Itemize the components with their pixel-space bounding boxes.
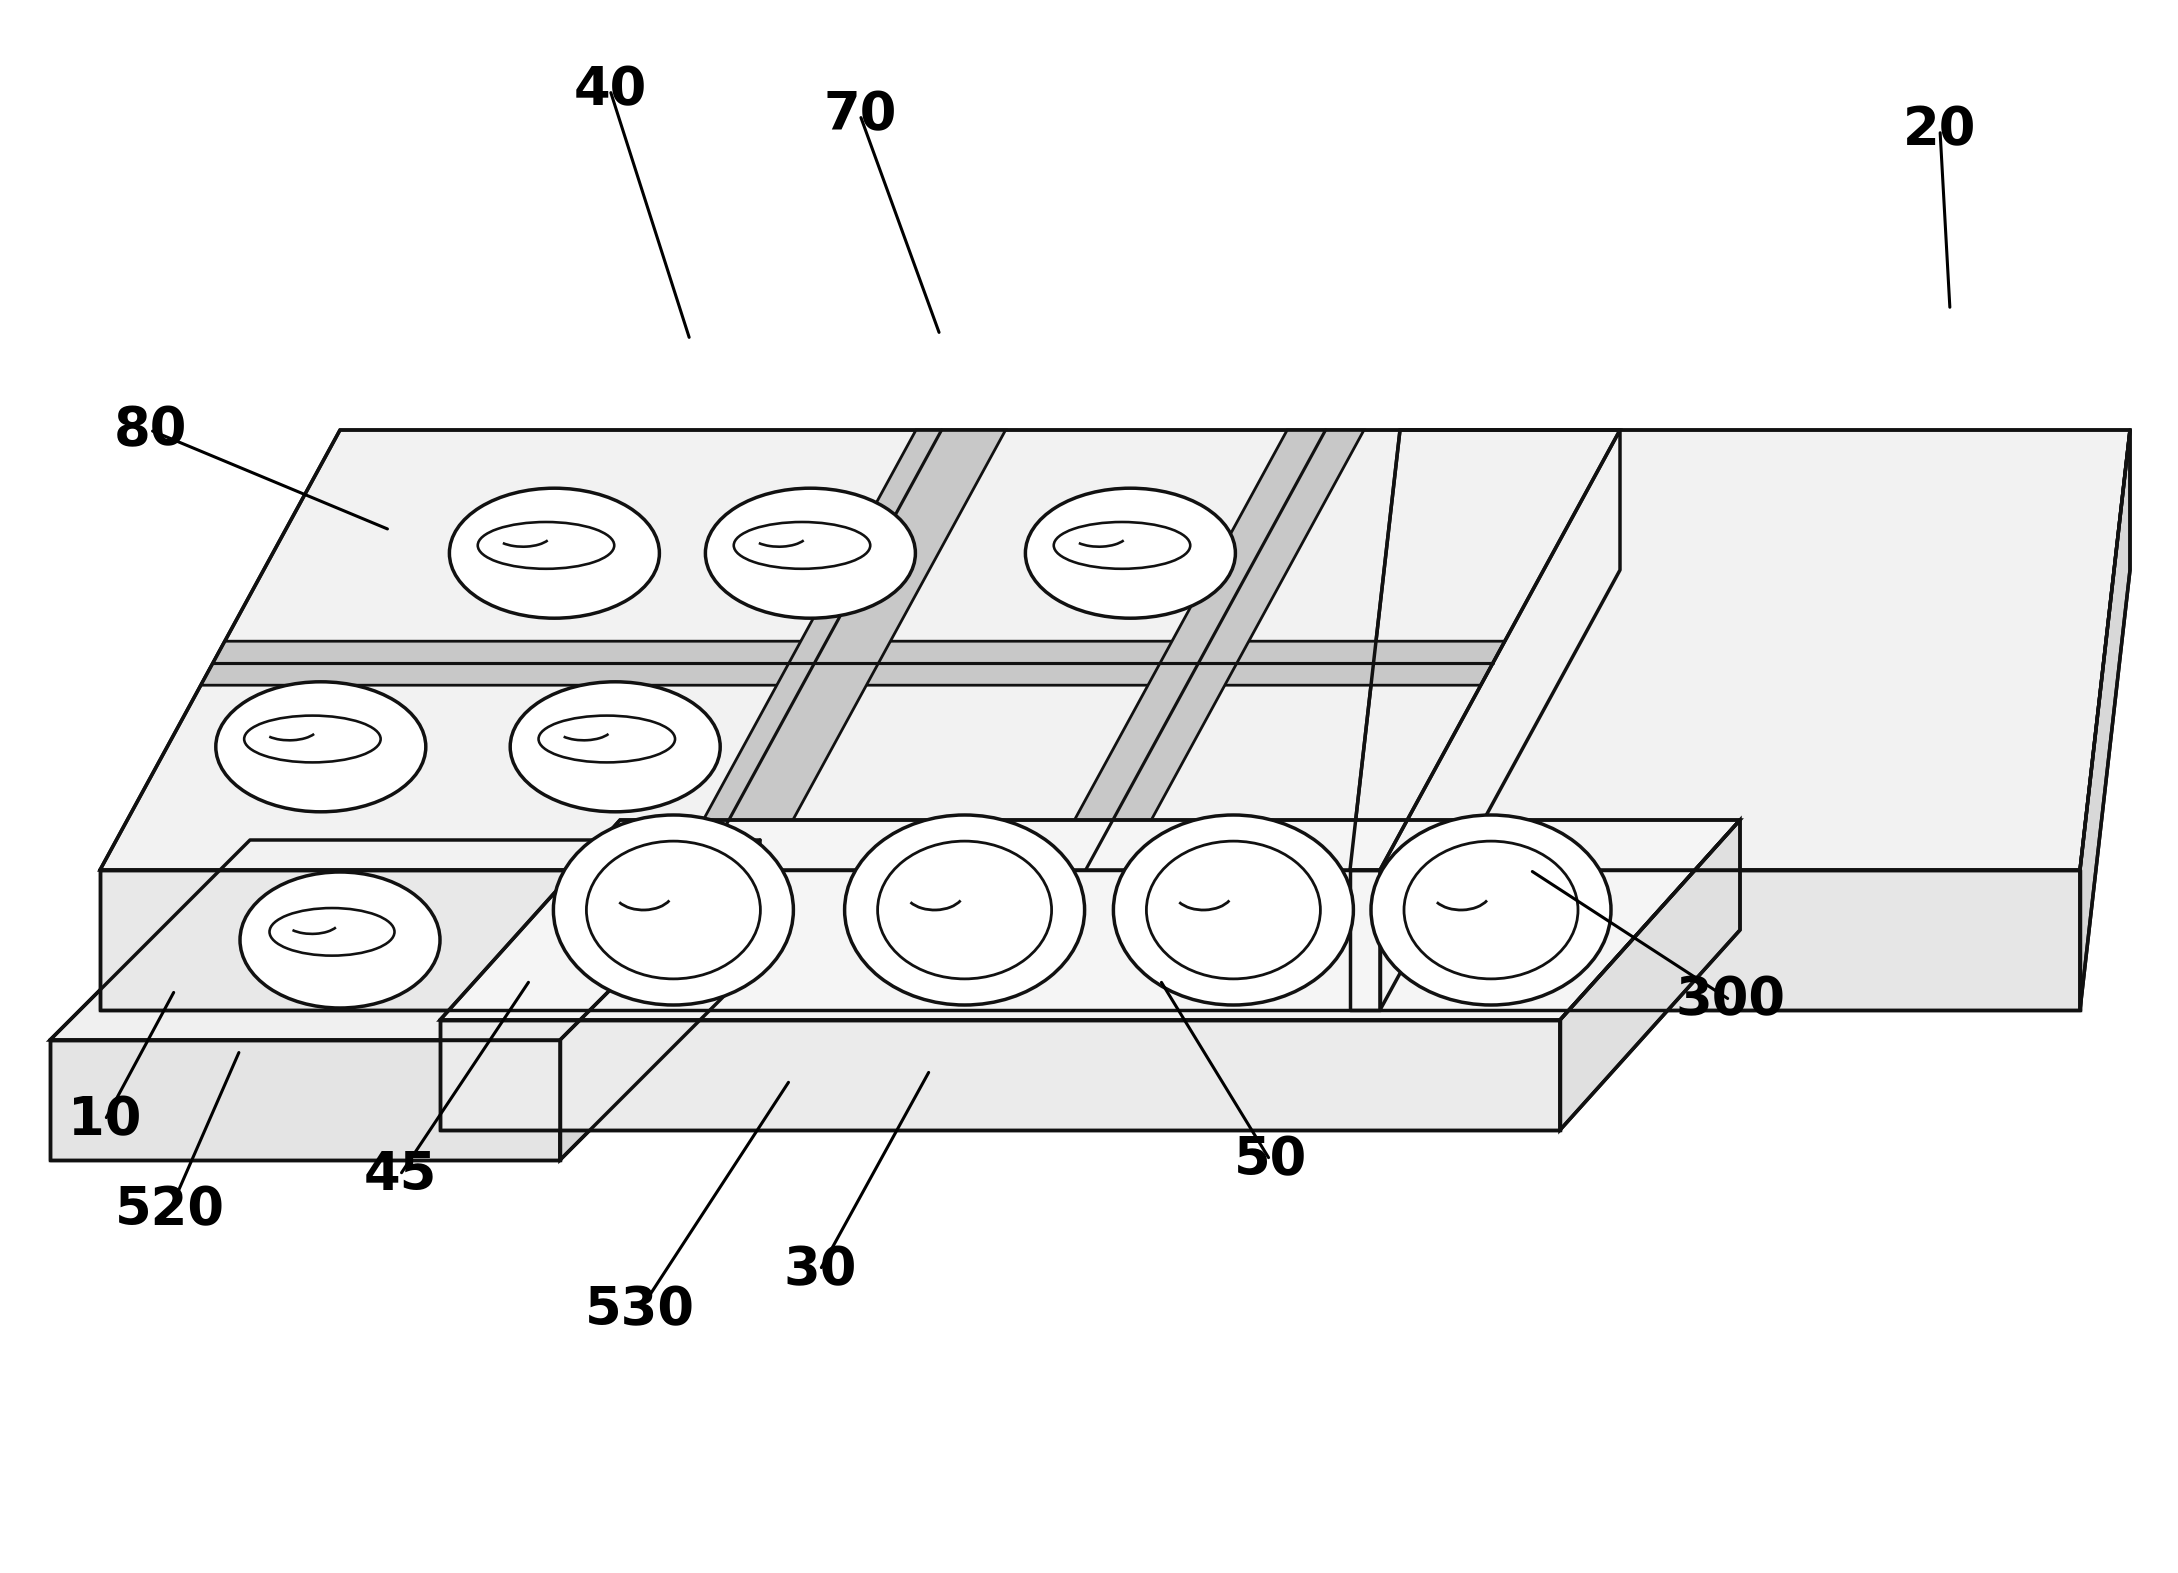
Ellipse shape	[244, 716, 381, 763]
Ellipse shape	[706, 488, 915, 618]
Ellipse shape	[1146, 842, 1320, 978]
Ellipse shape	[538, 716, 675, 763]
Ellipse shape	[734, 522, 871, 569]
Ellipse shape	[586, 842, 760, 978]
Polygon shape	[1381, 429, 1620, 1010]
Polygon shape	[2080, 429, 2130, 1010]
Text: 530: 530	[586, 1284, 695, 1335]
Ellipse shape	[1405, 842, 1579, 978]
Polygon shape	[100, 870, 1381, 1010]
Ellipse shape	[270, 908, 394, 956]
Polygon shape	[1559, 820, 1740, 1129]
Polygon shape	[100, 429, 1620, 870]
Ellipse shape	[216, 681, 427, 812]
Ellipse shape	[510, 681, 721, 812]
Polygon shape	[1350, 870, 2080, 1010]
Text: 30: 30	[784, 1244, 856, 1296]
Text: 40: 40	[573, 64, 647, 116]
Text: 300: 300	[1675, 974, 1786, 1026]
Text: 20: 20	[1904, 104, 1978, 156]
Ellipse shape	[240, 871, 440, 1008]
Polygon shape	[1048, 429, 1363, 870]
Ellipse shape	[1113, 815, 1353, 1005]
Polygon shape	[440, 820, 1740, 1019]
Text: 70: 70	[823, 90, 897, 142]
Polygon shape	[200, 642, 1505, 686]
Ellipse shape	[477, 522, 614, 569]
Polygon shape	[50, 1040, 560, 1159]
Text: 80: 80	[113, 404, 187, 456]
Polygon shape	[675, 429, 1006, 870]
Text: 10: 10	[68, 1093, 142, 1147]
Ellipse shape	[1370, 815, 1612, 1005]
Ellipse shape	[1054, 522, 1189, 569]
Ellipse shape	[449, 488, 660, 618]
Ellipse shape	[1026, 488, 1235, 618]
Ellipse shape	[878, 842, 1052, 978]
Polygon shape	[1350, 429, 2130, 870]
Polygon shape	[440, 1019, 1559, 1129]
Ellipse shape	[845, 815, 1085, 1005]
Ellipse shape	[553, 815, 793, 1005]
Text: 50: 50	[1233, 1134, 1307, 1186]
Text: 520: 520	[115, 1184, 224, 1236]
Text: 45: 45	[364, 1148, 436, 1202]
Polygon shape	[50, 840, 760, 1040]
Polygon shape	[560, 840, 760, 1159]
